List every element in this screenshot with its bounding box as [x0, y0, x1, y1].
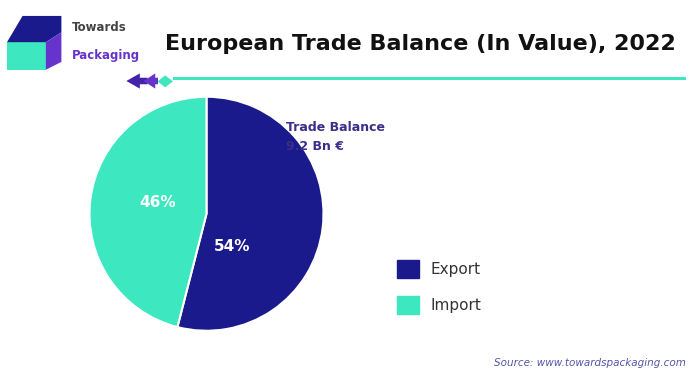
Polygon shape	[46, 32, 62, 70]
Bar	[7, 42, 46, 70]
Polygon shape	[126, 74, 148, 88]
Wedge shape	[90, 97, 206, 327]
Text: 46%: 46%	[139, 195, 176, 210]
Text: Packaging: Packaging	[71, 49, 140, 62]
Polygon shape	[144, 74, 161, 88]
Text: Source: www.towardspackaging.com: Source: www.towardspackaging.com	[494, 357, 686, 368]
Polygon shape	[7, 16, 62, 42]
Legend: Export, Import: Export, Import	[390, 252, 489, 321]
Text: European Trade Balance (In Value), 2022: European Trade Balance (In Value), 2022	[164, 34, 676, 54]
Wedge shape	[177, 97, 323, 331]
Polygon shape	[158, 75, 173, 87]
Text: Trade Balance: Trade Balance	[286, 121, 385, 134]
Text: Towards: Towards	[71, 21, 127, 34]
Text: 9.2 Bn €: 9.2 Bn €	[286, 140, 344, 153]
Text: 54%: 54%	[214, 239, 251, 254]
